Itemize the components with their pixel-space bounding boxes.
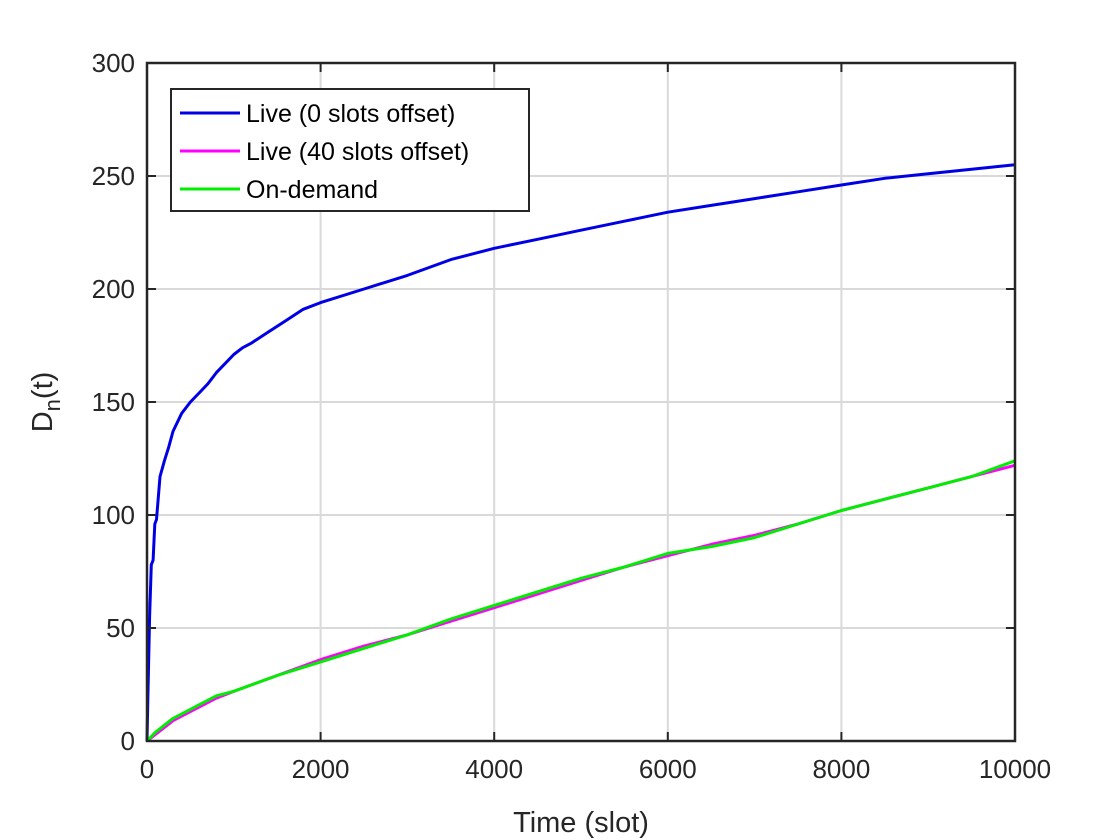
y-tick-label: 50 xyxy=(106,613,135,643)
y-tick-label: 0 xyxy=(121,726,135,756)
x-tick-label: 8000 xyxy=(812,754,870,784)
x-tick-label: 4000 xyxy=(465,754,523,784)
x-tick-label: 0 xyxy=(140,754,154,784)
x-axis-label: Time (slot) xyxy=(513,807,649,839)
ticks: 0 2000 4000 6000 8000 10000 0 50 100 150 200 250 300 xyxy=(92,48,1052,784)
legend-box xyxy=(170,88,530,212)
x-tick-label: 10000 xyxy=(979,754,1051,784)
x-tick-label: 6000 xyxy=(639,754,697,784)
legend-label-live-0: Live (0 slots offset) xyxy=(246,100,455,128)
series-line-live-0 xyxy=(145,163,1016,742)
series-line-on-demand xyxy=(145,459,1016,743)
y-axis-label: Dn(t) xyxy=(27,372,65,433)
legend: Live (0 slots offset) Live (40 slots off… xyxy=(170,88,530,212)
y-tick-label: 100 xyxy=(92,500,135,530)
y-axis-label-suffix: (t) xyxy=(27,372,59,399)
x-tick-label: 2000 xyxy=(292,754,350,784)
y-tick-label: 300 xyxy=(92,48,135,78)
y-axis-label-subscript: n xyxy=(40,399,65,411)
y-tick-label: 200 xyxy=(92,274,135,304)
grid xyxy=(147,63,1015,741)
legend-label-on-demand: On-demand xyxy=(246,176,378,204)
legend-label-live-40: Live (40 slots offset) xyxy=(246,138,469,166)
y-tick-label: 250 xyxy=(92,161,135,191)
y-tick-label: 150 xyxy=(92,387,135,417)
y-axis-label-main: D xyxy=(27,411,59,432)
series-layer xyxy=(145,163,1016,743)
